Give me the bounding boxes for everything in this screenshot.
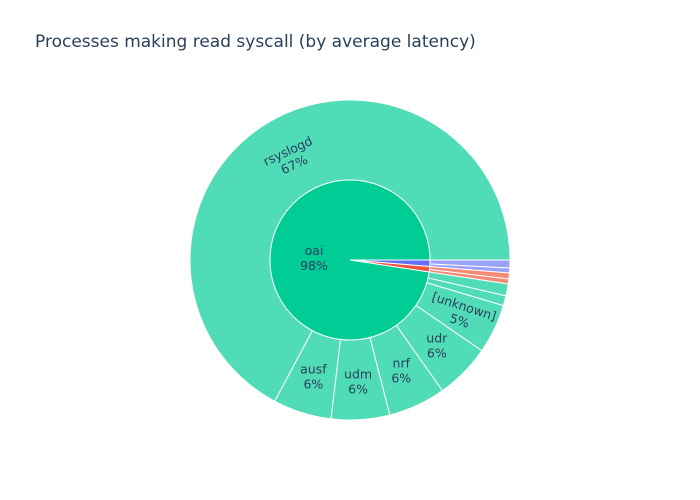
slice-label-ausf: ausf 6% xyxy=(300,361,327,391)
slice-label-udm: udm 6% xyxy=(344,367,372,397)
slice-label-oai: oai 98% xyxy=(300,243,328,273)
chart-title: Processes making read syscall (by averag… xyxy=(35,32,476,52)
slice-label-nrf: nrf 6% xyxy=(391,356,411,386)
slice-label-udr: udr 6% xyxy=(426,331,448,361)
inner-slice-oai xyxy=(269,179,431,341)
